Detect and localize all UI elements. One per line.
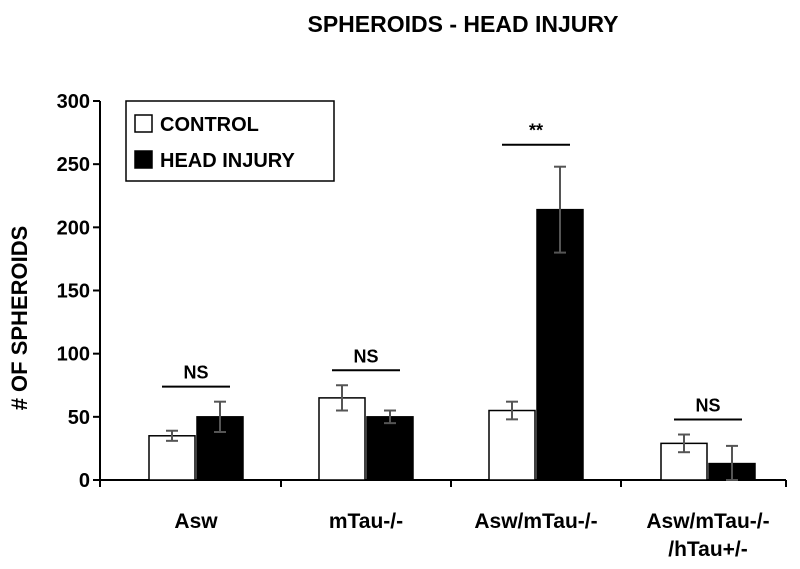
bar-head-injury bbox=[536, 208, 584, 481]
y-tick-label: 300 bbox=[57, 91, 90, 113]
x-tick-label: Asw bbox=[174, 510, 218, 533]
y-axis-label: # OF SPHEROIDS bbox=[7, 226, 32, 411]
legend-box bbox=[125, 100, 335, 182]
bar-head-injury bbox=[366, 416, 414, 481]
plot-area: 0 50 100 150 200 250 300 NS NS ** NS Asw mTau-/- Asw/… bbox=[57, 91, 787, 561]
y-tick-label: 100 bbox=[57, 344, 90, 366]
chart-title: SPHEROIDS - HEAD INJURY bbox=[308, 11, 619, 37]
x-tick-label: Asw/mTau-/- bbox=[474, 510, 597, 533]
legend-swatch bbox=[134, 150, 153, 169]
significance-label: NS bbox=[353, 346, 378, 366]
legend-label: HEAD INJURY bbox=[160, 150, 295, 172]
y-tick-label: 150 bbox=[57, 281, 90, 303]
x-tick-label: mTau-/- bbox=[329, 510, 403, 533]
significance-label: ** bbox=[529, 121, 543, 141]
legend-label: CONTROL bbox=[160, 114, 259, 136]
y-tick-label: 50 bbox=[68, 407, 90, 429]
legend-swatch bbox=[134, 114, 153, 133]
bar-control bbox=[488, 409, 536, 481]
significance-label: NS bbox=[183, 363, 208, 383]
significance-label: NS bbox=[695, 396, 720, 416]
y-tick-label: 0 bbox=[79, 470, 90, 492]
legend: CONTROL HEAD INJURY bbox=[125, 100, 335, 182]
bar-control bbox=[148, 435, 196, 481]
y-tick-label: 200 bbox=[57, 217, 90, 239]
y-tick-label: 250 bbox=[57, 154, 90, 176]
bar-control bbox=[318, 397, 366, 481]
x-tick-label: /hTau+/- bbox=[668, 538, 748, 561]
x-tick-label: Asw/mTau-/- bbox=[646, 510, 769, 533]
